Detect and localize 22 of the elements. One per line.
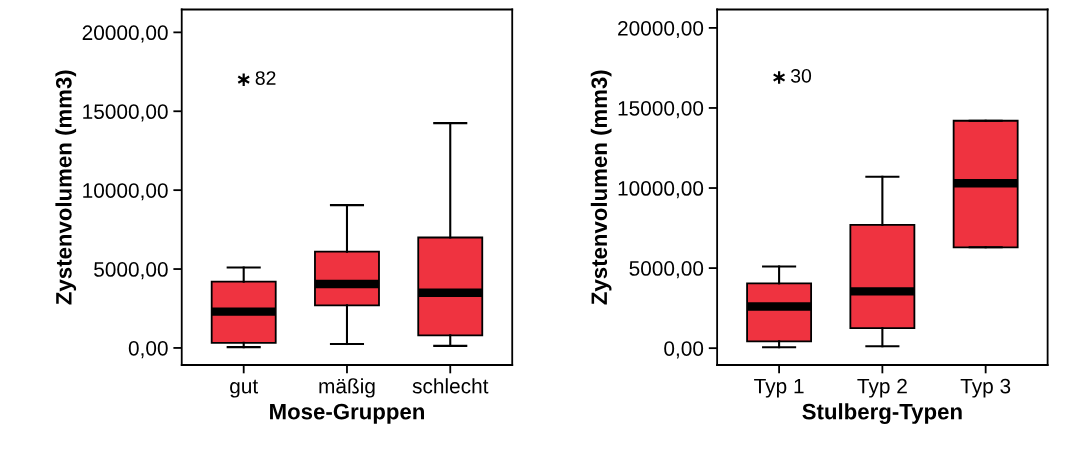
y-axis-title: Zystenvolumen (mm3)	[590, 70, 612, 305]
x-axis-title: Stulberg-Typen	[802, 403, 962, 424]
y-tick-label: 20000,00	[82, 25, 168, 43]
y-tick-label: 20000,00	[618, 20, 704, 39]
x-tick-label: mäßig	[319, 378, 375, 398]
x-tick-label: schlecht	[412, 378, 489, 394]
y-tick-label: 15000,00	[83, 104, 168, 122]
y-tick-label: 5000,00	[94, 262, 168, 280]
y-tick-label: 15000,00	[618, 100, 704, 119]
y-tick-label: 0,00	[664, 341, 704, 359]
annotation: 30	[790, 68, 812, 83]
x-axis-title: Mose-Gruppen	[270, 403, 424, 424]
y-tick-label: 10000,00	[618, 181, 704, 199]
y-tick-label: 5000,00	[629, 261, 704, 279]
x-tick-label: Typ 2	[857, 378, 907, 398]
x-tick-label: Typ 3	[960, 378, 1011, 398]
y-axis-title: Zystenvolumen (mm3)	[55, 70, 77, 305]
x-tick-label: Typ 1	[754, 378, 804, 398]
annotation: 82	[255, 71, 276, 85]
y-tick-label: 0,00	[128, 340, 168, 359]
x-tick-label: gut	[230, 379, 259, 398]
y-tick-label: 10000,00	[83, 183, 168, 201]
